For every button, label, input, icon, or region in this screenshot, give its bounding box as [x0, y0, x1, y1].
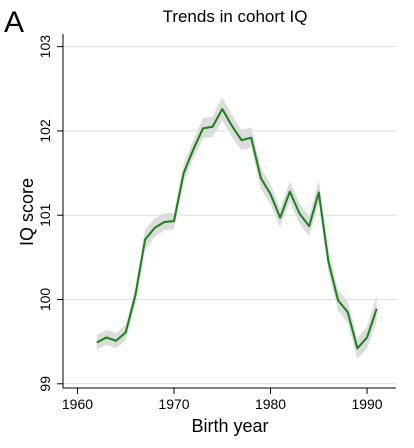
data-point	[289, 191, 291, 193]
data-point	[144, 239, 146, 241]
data-point	[347, 311, 349, 313]
chart-title: Trends in cohort IQ	[163, 7, 308, 26]
y-axis: 99 100 101 102 103	[37, 34, 64, 392]
data-point	[202, 127, 204, 129]
data-point	[125, 331, 127, 333]
data-point	[231, 125, 233, 127]
data-point	[115, 340, 117, 342]
data-point	[366, 336, 368, 338]
data-point	[173, 220, 175, 222]
x-tick-label: 1960	[62, 396, 93, 412]
data-point	[163, 221, 165, 223]
data-point	[356, 347, 358, 349]
panel-letter: A	[4, 6, 24, 39]
y-tick-label: 102	[37, 119, 53, 143]
x-tick-label: 1980	[255, 396, 286, 412]
y-tick-label: 103	[37, 35, 53, 59]
data-point	[270, 193, 272, 195]
data-point	[260, 177, 262, 179]
series-line	[96, 108, 378, 350]
data-point	[308, 225, 310, 227]
y-tick-label: 99	[37, 376, 53, 392]
confidence-band	[96, 97, 377, 359]
x-axis: 1960 1970 1980 1990	[62, 387, 396, 412]
data-point	[298, 213, 300, 215]
data-points	[96, 108, 378, 349]
data-point	[337, 299, 339, 301]
data-point	[376, 308, 378, 310]
data-point	[105, 336, 107, 338]
x-axis-label: Birth year	[191, 416, 268, 436]
data-point	[212, 126, 214, 128]
y-axis-label: IQ score	[17, 178, 37, 246]
data-point	[183, 172, 185, 174]
data-point	[192, 148, 194, 150]
data-point	[279, 217, 281, 219]
x-tick-label: 1970	[158, 396, 189, 412]
data-point	[134, 294, 136, 296]
data-point	[327, 261, 329, 263]
y-tick-label: 101	[37, 203, 53, 227]
data-point	[250, 137, 252, 139]
data-point	[241, 139, 243, 141]
y-tick-label: 100	[37, 288, 53, 312]
data-point	[154, 227, 156, 229]
data-point	[221, 108, 223, 110]
data-point	[96, 341, 98, 343]
x-tick-label: 1990	[351, 396, 382, 412]
data-point	[318, 191, 320, 193]
